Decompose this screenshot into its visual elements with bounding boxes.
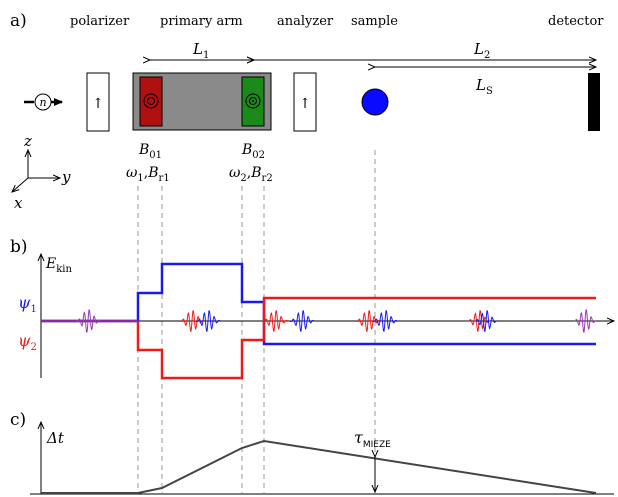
dt-label: Δt [46, 429, 65, 447]
neutron-label: n [39, 96, 46, 109]
psi2-energy-path [136, 296, 596, 380]
analyzer-box [293, 72, 317, 132]
coil-1-red [139, 76, 163, 127]
psi1-energy-path [41, 262, 596, 346]
wavepacket-red-1 [179, 310, 205, 332]
z-axis-label: z [23, 132, 32, 150]
wavepacket-combined-end [573, 309, 597, 333]
ekin-label: Ekin [45, 256, 72, 275]
panel-c-label: c) [10, 410, 26, 430]
panel-b-label: b) [10, 237, 28, 257]
panel-b: b) Ekin ψ1 ψ2 [10, 237, 614, 380]
polarizer-box [86, 72, 110, 132]
coil-2-center-dot [252, 100, 254, 102]
wavepacket-blue-1 [195, 310, 221, 332]
ls-label: LS [475, 76, 493, 97]
panel-c: c) Δt τMIEZE [10, 410, 614, 495]
wavepackets [75, 309, 597, 333]
dt-curve [41, 439, 597, 494]
coil-1-rotation-icon [143, 93, 159, 109]
coil-1-rotation-inner [147, 97, 155, 105]
omega1-br1-label: ω1,Br1 [126, 165, 170, 184]
psi1-label: ψ1 [18, 293, 37, 315]
panel-a: a) polarizer primary arm analyzer sample… [10, 11, 604, 212]
x-axis-label: x [14, 194, 23, 212]
l1-label: L1 [192, 40, 209, 61]
sample-label: sample [351, 14, 398, 29]
wavepacket-blue-4 [475, 309, 497, 333]
wavepacket-red-2 [262, 310, 288, 332]
wavepacket-blue-2 [289, 310, 315, 332]
wavepacket-red-3 [355, 310, 381, 332]
wavepacket-combined [75, 309, 101, 333]
y-axis-label: y [61, 168, 71, 186]
polarizer-spin-arrow-icon: ↑ [92, 96, 104, 112]
coil-2-rotation-icon [245, 93, 261, 109]
tau-label: τMIEZE [354, 428, 391, 450]
omega2-br2-label: ω2,Br2 [229, 165, 273, 184]
polarizer-label: polarizer [70, 14, 130, 29]
l2-label: L2 [473, 40, 490, 61]
primary-arm-label: primary arm [160, 14, 243, 29]
detector-label: detector [548, 14, 604, 29]
sample-sphere [361, 88, 389, 116]
wavepacket-blue-3 [372, 310, 398, 332]
psi2-label: ψ2 [18, 331, 37, 353]
x-axis-arrow [12, 177, 29, 192]
analyzer-label: analyzer [277, 14, 334, 29]
panel-a-label: a) [10, 11, 27, 31]
detector-bar [588, 73, 600, 131]
b01-label: B01 [138, 142, 162, 161]
analyzer-spin-arrow-icon: ↑ [299, 96, 311, 112]
coil-2-rotation-inner [249, 97, 257, 105]
b02-label: B02 [241, 142, 265, 161]
